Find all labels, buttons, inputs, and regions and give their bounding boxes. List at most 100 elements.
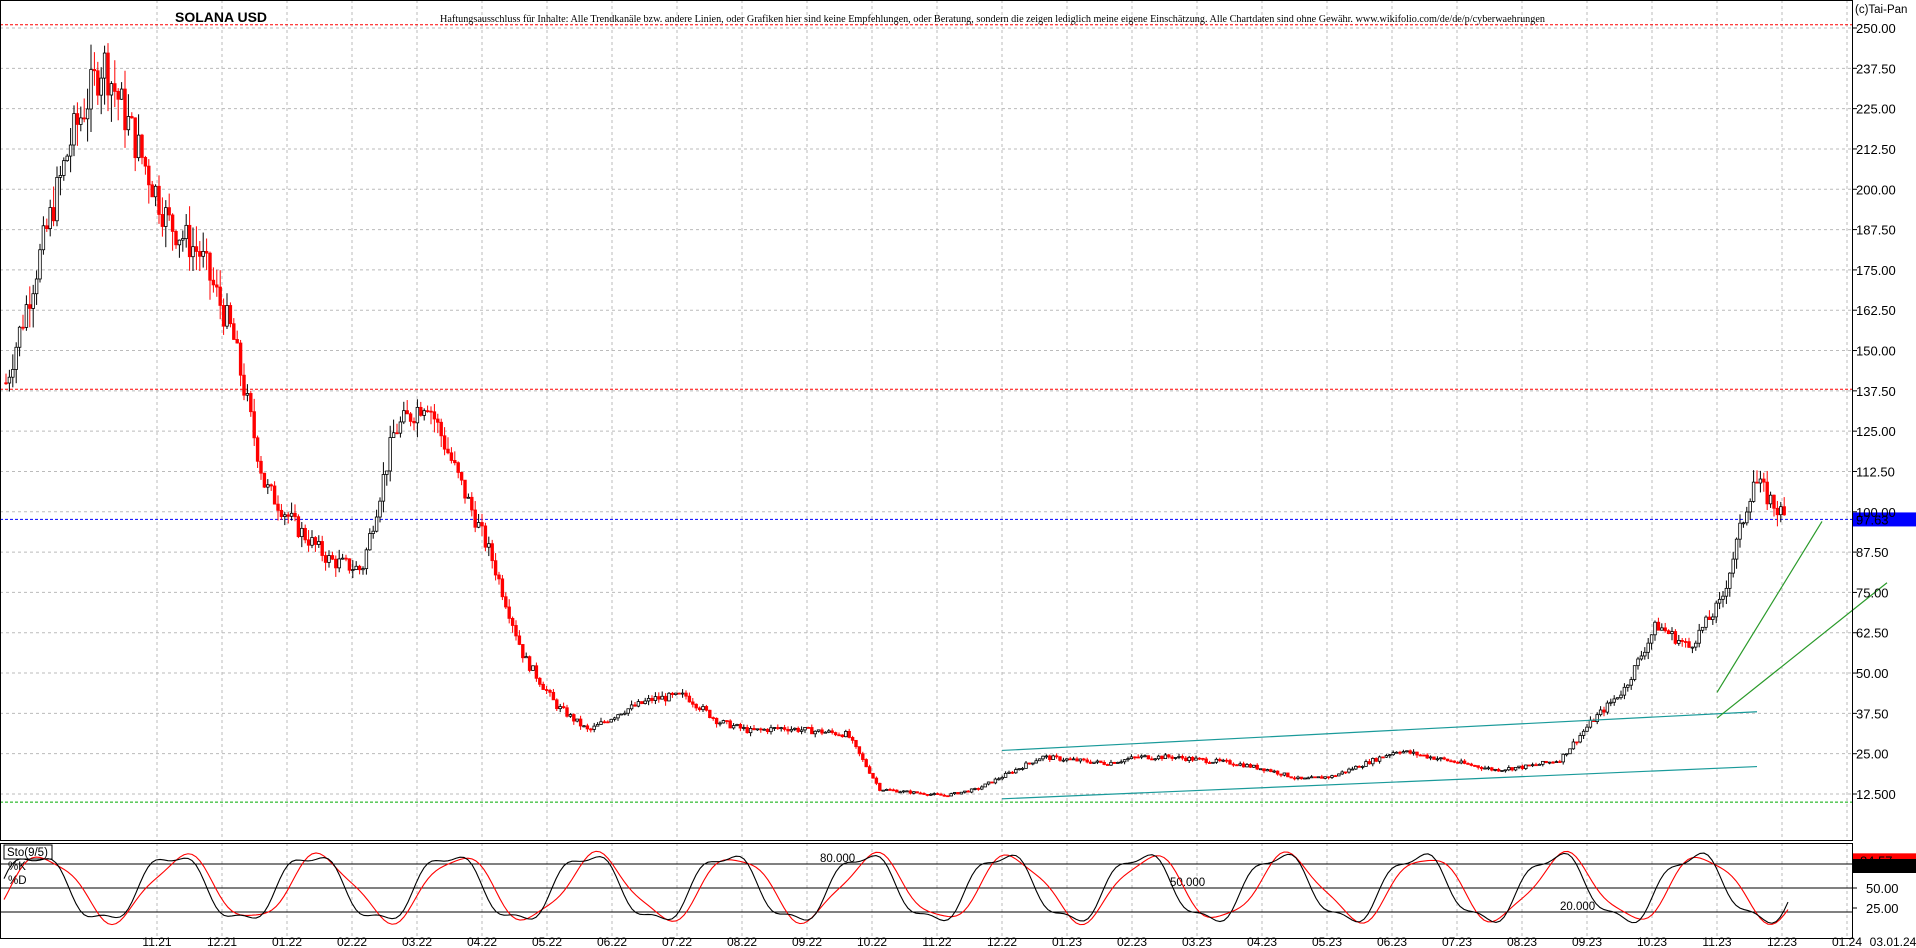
candle-body	[198, 251, 202, 257]
y-tick-label: 162.50	[1856, 303, 1896, 318]
candle-body	[245, 393, 250, 396]
channel-line	[1001, 765, 1758, 800]
candle-body	[1439, 757, 1443, 760]
candle-body	[89, 69, 93, 110]
candle-body	[1575, 741, 1579, 744]
candle-body	[1340, 771, 1344, 775]
x-tick-label: 05.23	[1312, 935, 1342, 948]
candle-body	[578, 718, 583, 727]
x-tick-label: 11.21	[142, 935, 171, 948]
candle-body	[1377, 756, 1382, 762]
candle-body	[1503, 769, 1508, 772]
candle-body	[912, 791, 916, 794]
candle-body	[704, 706, 709, 711]
candle-body	[898, 791, 902, 794]
candle-body	[1221, 759, 1225, 762]
candle-body	[725, 720, 729, 722]
candle-body	[548, 690, 552, 693]
candle-body	[973, 788, 977, 790]
candle-body	[1020, 767, 1025, 770]
candle-body	[1078, 758, 1083, 762]
candle-body	[1768, 494, 1773, 505]
candle-body	[1398, 751, 1402, 754]
x-tick-label: 01.24	[1832, 935, 1862, 948]
candle-body	[317, 541, 321, 545]
candle-body	[1632, 665, 1637, 680]
candle-body	[837, 734, 841, 737]
candle-body	[1571, 741, 1576, 750]
candle-body	[133, 117, 137, 159]
candle-body	[1666, 630, 1671, 635]
candle-body	[1483, 767, 1487, 770]
candle-body	[1252, 764, 1256, 768]
candle-body	[7, 376, 12, 384]
candle-body	[211, 279, 216, 286]
candle-body	[1027, 762, 1032, 765]
candle-body	[405, 410, 409, 415]
candle-body	[861, 753, 865, 760]
candle-body	[793, 727, 797, 730]
candle-body	[4, 382, 8, 385]
candle-body	[830, 730, 834, 733]
candle-body	[1126, 758, 1130, 761]
candle-body	[425, 410, 430, 413]
candle-body	[1551, 761, 1555, 764]
y-tick-label: 100.00	[1856, 505, 1896, 520]
candle-body	[170, 214, 175, 232]
candle-body	[1105, 764, 1110, 766]
candle-body	[204, 251, 209, 254]
candle-body	[1728, 572, 1732, 589]
candle-body	[1663, 627, 1667, 632]
stoch-k-badge	[1852, 859, 1916, 873]
candle-body	[1656, 621, 1661, 631]
candle-body	[1316, 776, 1321, 779]
candle-body	[232, 323, 236, 340]
candle-body	[854, 739, 858, 748]
candle-body	[395, 432, 399, 435]
candle-body	[361, 568, 365, 571]
candle-body	[1547, 761, 1552, 764]
y-tick-label: 137.50	[1856, 384, 1896, 399]
candle-body	[1061, 759, 1066, 762]
candle-body	[11, 369, 15, 378]
candle-body	[286, 514, 290, 517]
candle-body	[1204, 758, 1208, 763]
candle-body	[1473, 765, 1477, 767]
x-tick-label: 04.22	[467, 935, 497, 948]
candle-body	[235, 339, 239, 344]
candle-body	[646, 698, 651, 702]
candle-body	[1653, 621, 1657, 636]
candle-body	[344, 557, 348, 560]
candle-body	[990, 781, 994, 784]
candle-body	[483, 525, 488, 548]
candle-body	[1160, 755, 1164, 760]
candle-body	[1782, 506, 1786, 516]
copyright: (c)Tai-Pan	[1855, 4, 1907, 16]
candle-body	[1292, 777, 1297, 780]
candle-body	[1721, 595, 1725, 600]
candle-body	[1034, 760, 1038, 764]
candle-body	[96, 70, 100, 96]
candle-body	[1619, 694, 1623, 699]
candle-body	[374, 516, 379, 532]
candle-body	[323, 555, 328, 563]
candle-body	[878, 782, 882, 791]
y-tick-label: 87.50	[1856, 545, 1889, 560]
candle-body	[674, 692, 678, 695]
y-tick-label: 175.00	[1856, 263, 1896, 278]
candle-body	[296, 516, 301, 538]
candle-body	[759, 728, 763, 731]
candle-body	[1037, 758, 1042, 762]
candle-body	[1755, 481, 1759, 484]
candle-body	[422, 410, 426, 416]
candle-body	[408, 413, 413, 422]
candle-body	[1139, 755, 1144, 758]
candle-body	[1092, 761, 1096, 764]
candle-body	[1660, 627, 1664, 631]
candle-body	[184, 224, 188, 240]
candle-body	[711, 717, 715, 719]
candle-body	[164, 207, 168, 227]
candle-body	[1401, 751, 1406, 754]
candle-body	[1248, 764, 1253, 768]
y-tick-label: 37.50	[1856, 706, 1889, 721]
